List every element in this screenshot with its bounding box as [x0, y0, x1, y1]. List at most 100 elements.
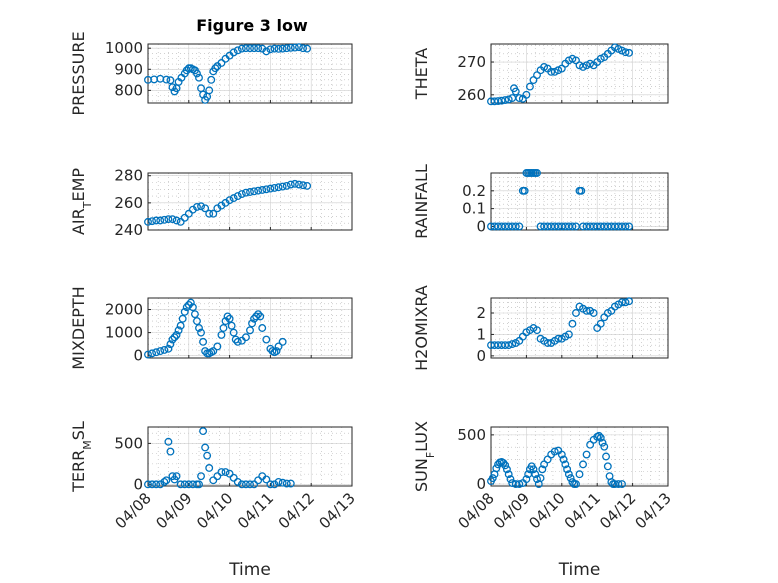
axis-frame — [490, 297, 669, 359]
data-point — [233, 192, 242, 201]
data-point — [614, 480, 623, 488]
data-point — [246, 326, 254, 335]
axis-frame — [490, 172, 669, 231]
data-point — [295, 180, 303, 189]
y-tick-label: 900 — [114, 60, 143, 78]
x-axis-label: Time — [228, 560, 271, 580]
y-tick-label: 1 — [476, 325, 486, 343]
data-point — [229, 328, 238, 337]
y-axis-label: MIXDEPTH — [69, 286, 88, 369]
data-point — [172, 472, 181, 481]
data-point — [180, 213, 189, 222]
data-point — [272, 347, 281, 356]
data-point — [550, 447, 559, 456]
subplot-2: 260 270 THETA — [412, 43, 669, 106]
series-markers — [487, 431, 626, 488]
data-point — [515, 222, 524, 231]
data-point — [241, 480, 250, 489]
data-point — [602, 452, 610, 461]
data-point — [213, 342, 222, 351]
data-point — [176, 480, 185, 489]
data-point — [152, 348, 161, 357]
data-point — [572, 309, 580, 317]
y-tick-label: 240 — [114, 221, 143, 239]
data-point — [225, 314, 234, 323]
data-point — [286, 180, 295, 189]
data-point — [164, 215, 173, 224]
data-point — [557, 450, 566, 459]
data-point — [199, 427, 208, 436]
axis-frame — [147, 297, 353, 359]
data-point — [589, 309, 598, 317]
data-point — [625, 48, 634, 57]
data-point — [568, 222, 577, 231]
y-tick-label: 500 — [457, 426, 486, 444]
data-point — [172, 216, 181, 225]
data-point — [209, 476, 218, 485]
data-point — [156, 216, 165, 225]
data-point — [561, 460, 570, 469]
data-point — [178, 314, 187, 323]
data-point — [246, 44, 254, 53]
data-point — [497, 96, 506, 105]
y-axis-label-subscript: F — [424, 452, 437, 458]
data-point — [525, 82, 534, 91]
y-axis-label-part: AIR — [69, 208, 88, 235]
data-point — [241, 188, 250, 197]
data-point — [184, 480, 193, 489]
data-point — [538, 465, 547, 474]
data-point — [184, 209, 193, 218]
data-point — [274, 44, 283, 53]
data-point — [237, 190, 246, 198]
y-axis-label: PRESSURE — [69, 31, 88, 115]
data-point — [270, 44, 279, 53]
y-axis-label: AIRTEMP — [69, 168, 94, 235]
data-point — [295, 43, 303, 52]
data-point — [508, 340, 517, 349]
data-point — [176, 321, 185, 330]
data-point — [600, 442, 609, 451]
figure-title: Figure 3 low — [196, 16, 308, 35]
data-point — [282, 479, 291, 488]
data-point — [160, 477, 169, 486]
y-tick-label: 2000 — [105, 301, 143, 319]
grid — [148, 44, 352, 103]
data-point — [543, 339, 552, 347]
subplot-5: 0 1000 2000 MIXDEPTH — [69, 286, 353, 370]
data-point — [229, 194, 238, 203]
y-tick-label: 260 — [114, 194, 143, 212]
data-point — [180, 307, 189, 316]
data-point — [252, 312, 261, 321]
data-point — [488, 474, 497, 483]
data-point — [563, 465, 572, 474]
data-point — [286, 43, 295, 52]
series-markers — [144, 427, 295, 489]
data-point — [621, 298, 630, 307]
y-axis-label-part: TERR — [69, 450, 88, 493]
data-point — [554, 334, 563, 343]
data-point — [172, 330, 181, 339]
data-point — [144, 217, 152, 226]
data-point — [286, 479, 295, 488]
data-point — [621, 48, 630, 57]
data-point — [515, 480, 524, 488]
data-point — [278, 337, 287, 346]
data-point — [492, 464, 501, 473]
data-point — [278, 44, 287, 53]
data-point — [266, 184, 275, 193]
data-point — [148, 480, 157, 489]
y-axis-label-part: RAINFALL — [412, 164, 431, 239]
data-point — [160, 215, 169, 224]
y-axis-label-part: PRESSURE — [69, 31, 88, 115]
axis-frame — [490, 43, 669, 104]
data-point — [166, 76, 175, 85]
data-point — [502, 465, 511, 474]
data-point — [254, 186, 263, 195]
data-point — [195, 73, 203, 82]
data-point — [152, 480, 161, 489]
data-point — [533, 169, 541, 177]
data-point — [262, 335, 271, 344]
data-point — [303, 181, 312, 190]
x-tick-label: 04/12 — [596, 489, 639, 532]
y-tick-label: 280 — [114, 167, 143, 185]
